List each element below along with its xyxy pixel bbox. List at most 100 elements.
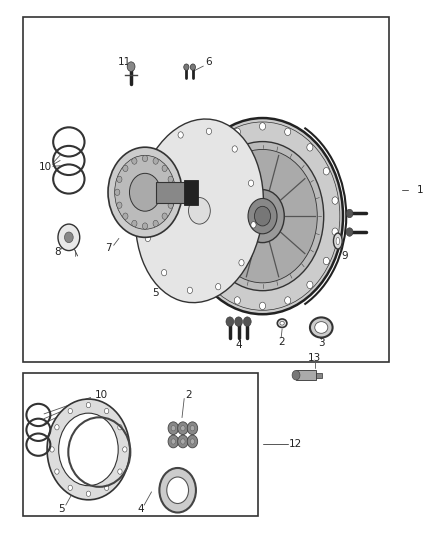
Circle shape <box>178 435 188 448</box>
Circle shape <box>259 302 265 310</box>
Circle shape <box>259 123 265 130</box>
Ellipse shape <box>336 237 339 245</box>
Text: 2: 2 <box>185 390 192 400</box>
Text: 6: 6 <box>205 58 212 67</box>
Circle shape <box>196 167 202 175</box>
Circle shape <box>162 270 167 276</box>
Circle shape <box>123 447 127 452</box>
Bar <box>184 180 198 205</box>
Circle shape <box>104 485 109 490</box>
Text: 3: 3 <box>318 338 325 349</box>
Circle shape <box>55 469 59 474</box>
Circle shape <box>132 158 137 164</box>
Ellipse shape <box>280 321 284 325</box>
Circle shape <box>190 425 194 431</box>
Circle shape <box>178 132 183 138</box>
Circle shape <box>226 317 234 326</box>
Bar <box>156 182 193 203</box>
Circle shape <box>184 64 189 70</box>
Circle shape <box>187 197 193 204</box>
Circle shape <box>254 206 271 226</box>
Circle shape <box>241 190 284 243</box>
Text: 12: 12 <box>289 439 302 449</box>
Circle shape <box>248 198 277 234</box>
Circle shape <box>86 491 91 496</box>
Circle shape <box>346 209 353 217</box>
Circle shape <box>232 146 237 152</box>
Circle shape <box>50 447 54 452</box>
Circle shape <box>212 281 218 288</box>
Circle shape <box>285 297 291 304</box>
Circle shape <box>108 147 182 237</box>
Circle shape <box>47 399 130 500</box>
Circle shape <box>168 435 179 448</box>
Text: 5: 5 <box>152 288 159 298</box>
Circle shape <box>187 228 193 236</box>
Circle shape <box>234 128 240 135</box>
Text: 1: 1 <box>417 184 424 195</box>
Circle shape <box>115 155 175 229</box>
Circle shape <box>178 422 188 434</box>
Circle shape <box>332 228 338 236</box>
Circle shape <box>187 287 192 294</box>
Circle shape <box>117 176 122 182</box>
Circle shape <box>117 202 122 208</box>
Circle shape <box>142 155 148 161</box>
Circle shape <box>59 413 118 486</box>
Circle shape <box>307 144 313 151</box>
Circle shape <box>251 222 256 228</box>
Circle shape <box>235 317 243 326</box>
Circle shape <box>142 223 148 229</box>
Circle shape <box>118 469 122 474</box>
Circle shape <box>123 165 128 172</box>
Text: 10: 10 <box>39 162 52 172</box>
Circle shape <box>292 370 300 380</box>
Circle shape <box>153 158 158 164</box>
Circle shape <box>206 128 212 134</box>
Circle shape <box>170 189 175 196</box>
Circle shape <box>323 167 329 175</box>
Text: 7: 7 <box>105 243 111 253</box>
Ellipse shape <box>310 317 332 337</box>
Circle shape <box>68 485 72 490</box>
Circle shape <box>181 425 185 431</box>
Circle shape <box>132 220 137 227</box>
Circle shape <box>162 165 167 172</box>
Text: 3: 3 <box>174 504 181 514</box>
Bar <box>296 370 316 380</box>
Circle shape <box>58 224 80 251</box>
Circle shape <box>55 425 59 430</box>
Circle shape <box>346 228 353 236</box>
Text: 5: 5 <box>58 504 65 514</box>
Circle shape <box>208 149 317 283</box>
Ellipse shape <box>315 321 328 333</box>
Circle shape <box>155 156 160 162</box>
Circle shape <box>244 317 251 326</box>
Ellipse shape <box>277 319 287 327</box>
Circle shape <box>153 220 158 227</box>
Text: 2: 2 <box>278 337 285 347</box>
Circle shape <box>190 64 195 70</box>
Circle shape <box>143 193 148 200</box>
Circle shape <box>162 213 167 220</box>
Circle shape <box>323 257 329 265</box>
Circle shape <box>212 144 218 151</box>
Circle shape <box>239 260 244 266</box>
Circle shape <box>181 439 185 444</box>
Circle shape <box>182 118 343 314</box>
Text: 8: 8 <box>54 247 60 257</box>
Circle shape <box>285 128 291 135</box>
Ellipse shape <box>135 119 264 303</box>
Bar <box>23 373 258 516</box>
Circle shape <box>168 422 179 434</box>
Circle shape <box>307 281 313 288</box>
Circle shape <box>201 142 324 290</box>
Circle shape <box>64 232 73 243</box>
Circle shape <box>187 435 198 448</box>
Circle shape <box>130 173 161 211</box>
Circle shape <box>196 257 202 265</box>
Circle shape <box>104 408 109 414</box>
Circle shape <box>68 408 72 414</box>
Circle shape <box>190 439 194 444</box>
Circle shape <box>159 468 196 513</box>
